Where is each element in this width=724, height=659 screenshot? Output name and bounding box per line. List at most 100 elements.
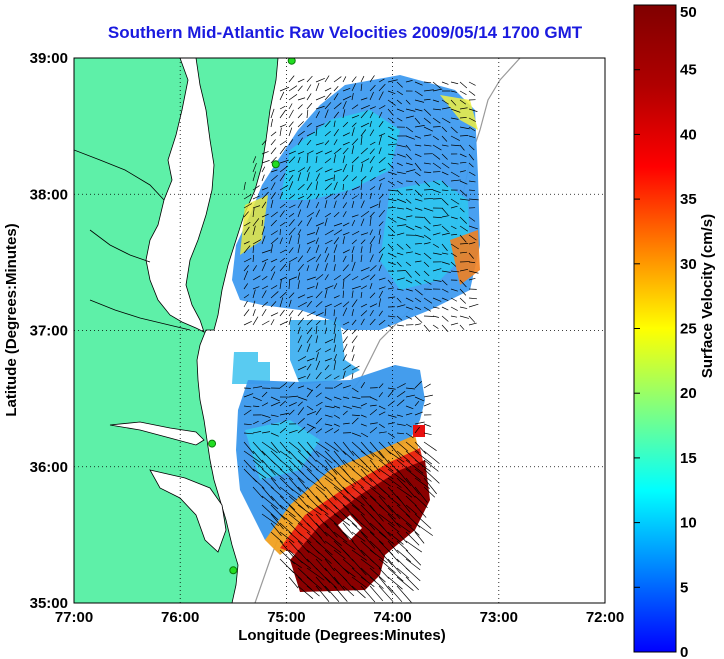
velocity-vector — [279, 203, 286, 209]
velocity-vector — [378, 234, 382, 245]
velocity-vector — [342, 163, 347, 173]
velocity-vector — [351, 200, 355, 209]
velocity-vector — [342, 329, 349, 335]
velocity-vector — [360, 147, 368, 155]
velocity-vector — [306, 84, 312, 92]
velocity-vector — [396, 277, 405, 281]
velocity-vector — [270, 531, 284, 544]
velocity-vector — [333, 264, 336, 272]
velocity-vector — [306, 558, 318, 571]
velocity-vector — [315, 193, 320, 200]
velocity-vector — [405, 297, 414, 302]
velocity-vector — [324, 177, 334, 182]
velocity-vector — [306, 75, 313, 83]
velocity-vector — [369, 75, 375, 83]
velocity-vector — [351, 585, 366, 599]
velocity-vector — [396, 432, 405, 435]
albemarle-sound — [109, 421, 205, 446]
velocity-vector — [342, 202, 348, 209]
velocity-vector — [333, 274, 341, 281]
velocity-vector — [279, 191, 283, 200]
velocity-vector — [360, 567, 376, 582]
velocity-vector — [468, 225, 478, 230]
velocity-vector — [450, 171, 460, 178]
velocity-vector — [279, 249, 287, 254]
velocity-vector — [378, 531, 395, 545]
velocity-vector — [270, 504, 286, 520]
velocity-vector — [378, 91, 384, 101]
velocity-vector — [252, 239, 262, 245]
velocity-vector — [324, 477, 343, 492]
velocity-vector — [423, 252, 432, 260]
velocity-vector — [279, 450, 292, 460]
velocity-vector — [306, 131, 316, 137]
velocity-vector — [270, 118, 273, 128]
velocity-vector — [378, 200, 381, 209]
velocity-field-orange-edge — [450, 230, 480, 285]
velocity-vector — [414, 260, 422, 263]
velocity-vector — [387, 522, 400, 533]
velocity-vector — [414, 441, 427, 455]
velocity-vector — [333, 181, 338, 191]
velocity-vector — [360, 192, 363, 200]
velocity-vector — [432, 117, 441, 124]
velocity-vector — [315, 335, 319, 344]
velocity-vector — [432, 216, 442, 219]
velocity-vector — [342, 232, 350, 236]
velocity-vector — [369, 216, 372, 227]
velocity-vector — [333, 576, 346, 591]
velocity-vector — [423, 89, 434, 92]
velocity-vector — [342, 504, 359, 522]
velocity-vector — [360, 180, 363, 191]
velocity-vector — [288, 486, 305, 499]
latitude-tick-label: 36:00 — [30, 459, 68, 476]
velocity-vector — [423, 189, 434, 191]
velocity-vector — [378, 468, 394, 480]
velocity-vector — [378, 522, 391, 537]
velocity-vector — [387, 315, 396, 318]
velocity-vector — [450, 288, 458, 292]
velocity-vector — [405, 540, 422, 553]
velocity-vector — [432, 315, 439, 318]
velocity-vector — [270, 468, 286, 481]
velocity-vector — [396, 252, 404, 256]
velocity-vector — [324, 150, 333, 155]
velocity-vector — [396, 198, 407, 203]
velocity-vector — [360, 105, 370, 110]
velocity-vector — [270, 301, 277, 308]
velocity-vector — [333, 174, 335, 182]
velocity-vector — [441, 171, 449, 176]
velocity-vector — [279, 263, 287, 272]
velocity-vector — [261, 320, 270, 326]
velocity-vector — [396, 468, 411, 487]
velocity-vector — [468, 216, 476, 222]
velocity-vector — [423, 98, 431, 101]
velocity-vector — [333, 168, 342, 173]
velocity-vector — [342, 495, 360, 511]
york-james-river — [89, 299, 191, 331]
velocity-vector — [324, 140, 330, 146]
velocity-vector — [414, 306, 422, 310]
velocity-vector — [333, 255, 336, 263]
velocity-vector — [468, 303, 479, 308]
velocity-vector — [414, 189, 423, 197]
velocity-vector — [378, 286, 386, 290]
velocity-vector — [333, 76, 342, 83]
colorbar-tick-label: 20 — [680, 385, 697, 402]
velocity-vector — [450, 81, 459, 85]
velocity-vector — [306, 172, 310, 182]
velocity-vector — [450, 233, 458, 236]
velocity-vector — [441, 315, 449, 322]
velocity-vector — [441, 306, 449, 311]
velocity-vector — [270, 522, 282, 536]
velocity-vector — [315, 428, 323, 434]
velocity-vector — [441, 288, 449, 293]
velocity-vector — [450, 135, 460, 141]
velocity-vector — [306, 311, 316, 317]
velocity-vector — [324, 348, 332, 353]
velocity-vector — [351, 405, 362, 409]
velocity-vector — [405, 251, 413, 254]
velocity-vector — [252, 316, 259, 326]
velocity-vector — [270, 291, 279, 299]
velocity-vector — [432, 252, 442, 255]
